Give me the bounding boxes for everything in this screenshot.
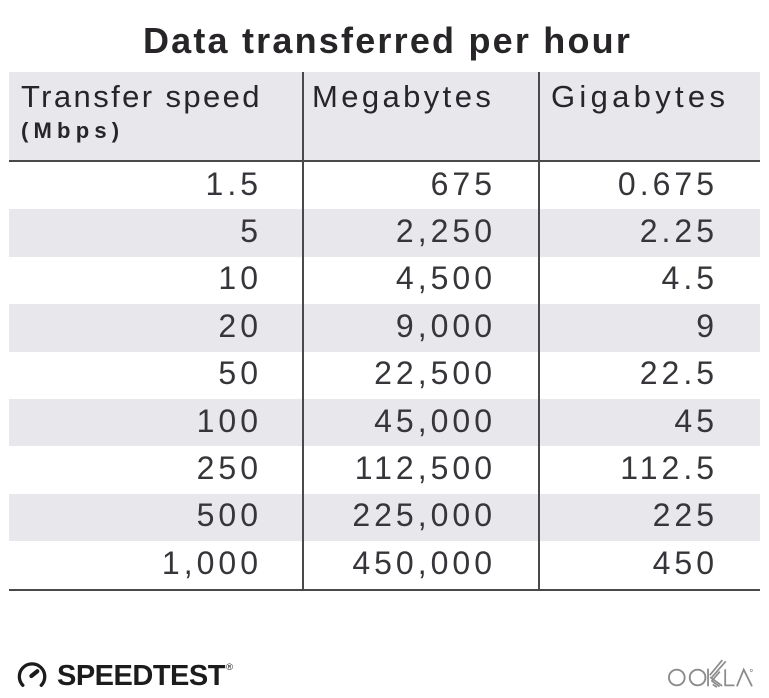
- svg-text:SPEEDTEST: SPEEDTEST: [57, 660, 226, 692]
- svg-text:®: ®: [226, 662, 233, 673]
